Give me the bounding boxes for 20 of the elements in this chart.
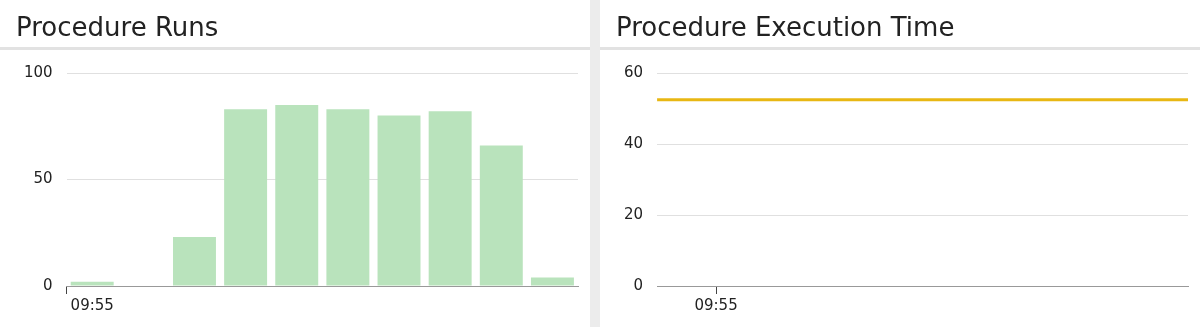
bar xyxy=(530,277,574,286)
bar xyxy=(70,281,114,286)
chart-title: Procedure Execution Time xyxy=(600,0,1200,50)
bar xyxy=(224,109,268,286)
y-tick-label: 50 xyxy=(33,169,53,188)
y-tick-label: 20 xyxy=(623,204,644,223)
bar xyxy=(173,237,216,286)
y-tick-label: 60 xyxy=(623,62,644,81)
bar xyxy=(377,115,421,286)
bar xyxy=(428,111,472,286)
y-tick-label: 0 xyxy=(43,275,53,294)
y-tick-label: 40 xyxy=(623,133,644,152)
chart-title: Procedure Runs xyxy=(0,0,590,50)
bar xyxy=(326,109,370,286)
bar xyxy=(479,145,523,286)
bar xyxy=(275,104,319,286)
y-tick-label: 100 xyxy=(23,62,53,81)
y-tick-label: 0 xyxy=(633,275,644,294)
x-tick-label: 09:55 xyxy=(694,295,738,314)
x-tick-label: 09:55 xyxy=(70,295,114,314)
